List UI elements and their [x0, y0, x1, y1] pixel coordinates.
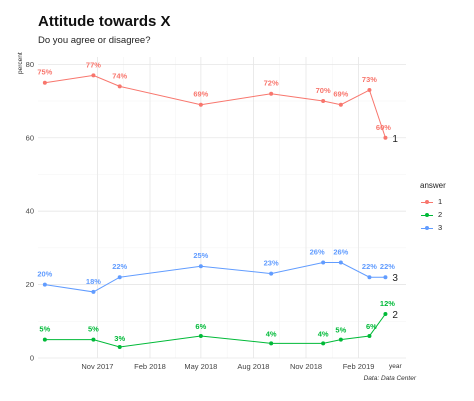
chart-title: Attitude towards X — [38, 13, 171, 30]
legend-key — [420, 210, 434, 220]
series-end-label: 2 — [392, 310, 398, 321]
legend-key — [420, 223, 434, 233]
data-label: 72% — [264, 79, 279, 88]
data-label: 5% — [88, 325, 99, 334]
data-point — [198, 333, 203, 338]
data-point — [42, 80, 47, 85]
legend-item: 1 — [420, 195, 446, 208]
data-label: 22% — [112, 262, 127, 271]
axes: percent year 0 20 40 60 80 Nov 2017 Feb 2018 Ma… — [17, 52, 402, 371]
x-tick-label: Nov 2018 — [290, 362, 322, 371]
legend-title: answer — [420, 181, 446, 190]
data-label: 4% — [318, 329, 329, 338]
data-point — [42, 337, 47, 342]
data-label: 26% — [333, 248, 348, 257]
legend-items: 1 2 3 — [420, 195, 446, 234]
y-tick-label: 20 — [26, 280, 34, 289]
data-label: 69% — [193, 90, 208, 99]
data-point — [338, 102, 343, 107]
legend-item: 2 — [420, 208, 446, 221]
data-point — [91, 337, 96, 342]
data-point — [321, 260, 326, 265]
data-point — [383, 275, 388, 280]
legend-label: 3 — [438, 223, 443, 232]
x-tick-label: Aug 2018 — [237, 362, 269, 371]
data-label: 77% — [86, 60, 101, 69]
series-1: 75%77%74%69%72%70% 69%73%60%1 — [37, 60, 398, 144]
data-point — [321, 341, 326, 346]
data-point — [367, 275, 372, 280]
x-tick-label: Feb 2019 — [343, 362, 375, 371]
data-label: 20% — [37, 270, 52, 279]
series-line-1 — [44, 74, 386, 138]
legend-item: 3 — [420, 221, 446, 234]
data-point — [338, 337, 343, 342]
grid — [38, 57, 406, 359]
data-point — [117, 275, 122, 280]
data-label: 4% — [266, 329, 277, 338]
y-axis-title: percent — [17, 52, 24, 74]
data-label: 5% — [335, 326, 346, 335]
data-label: 25% — [193, 251, 208, 260]
data-label: 5% — [39, 325, 50, 334]
series-end-label: 1 — [392, 134, 398, 145]
legend-label: 1 — [438, 197, 443, 206]
y-tick-label: 80 — [26, 60, 34, 69]
data-point — [42, 282, 47, 287]
legend: answer 1 2 3 — [420, 181, 446, 234]
data-label: 18% — [86, 277, 101, 286]
data-label: 22% — [380, 262, 395, 271]
data-point — [198, 102, 203, 107]
x-tick-label: May 2018 — [184, 362, 217, 371]
y-tick-label: 40 — [26, 207, 34, 216]
data-label: 23% — [264, 259, 279, 268]
data-point — [269, 91, 274, 96]
data-point — [383, 311, 388, 316]
data-point — [117, 344, 122, 349]
legend-key — [420, 197, 434, 207]
series-3: 20%18%22%25%23%26% 26%22% 22%3 — [37, 248, 398, 294]
chart-caption: Data: Data Center — [363, 375, 416, 382]
data-label: 6% — [195, 322, 206, 331]
data-point — [117, 84, 122, 89]
data-point — [367, 333, 372, 338]
data-point — [269, 271, 274, 276]
data-label: 73% — [362, 75, 377, 84]
series-2: 5% 5% 3% 6% 4% 4% 5% 6% 12% 2 — [39, 299, 398, 349]
x-tick-label: Nov 2017 — [81, 362, 113, 371]
series-end-label: 3 — [392, 273, 398, 284]
data-label: 3% — [114, 334, 125, 343]
x-axis-title: year — [389, 363, 402, 370]
data-label: 69% — [333, 90, 348, 99]
data-point — [321, 99, 326, 104]
x-tick-label: Feb 2018 — [134, 362, 166, 371]
data-point — [91, 289, 96, 294]
data-point — [367, 88, 372, 93]
data-label: 6% — [366, 322, 377, 331]
data-point — [338, 260, 343, 265]
data-label: 75% — [37, 68, 52, 77]
data-point — [269, 341, 274, 346]
data-label: 26% — [310, 248, 325, 257]
data-point — [198, 264, 203, 269]
data-label: 12% — [380, 299, 395, 308]
y-tick-label: 0 — [30, 354, 34, 363]
chart-subtitle: Do you agree or disagree? — [38, 35, 151, 46]
legend-label: 2 — [438, 210, 443, 219]
data-point — [383, 135, 388, 140]
series: 75%77%74%69%72%70% 69%73%60%15% 5%3%6%4% 4%… — [37, 60, 398, 349]
data-label: 22% — [362, 262, 377, 271]
data-point — [91, 73, 96, 78]
data-label: 60% — [376, 123, 391, 132]
y-tick-label: 60 — [26, 133, 34, 142]
data-label: 74% — [112, 71, 127, 80]
data-label: 70% — [316, 86, 331, 95]
